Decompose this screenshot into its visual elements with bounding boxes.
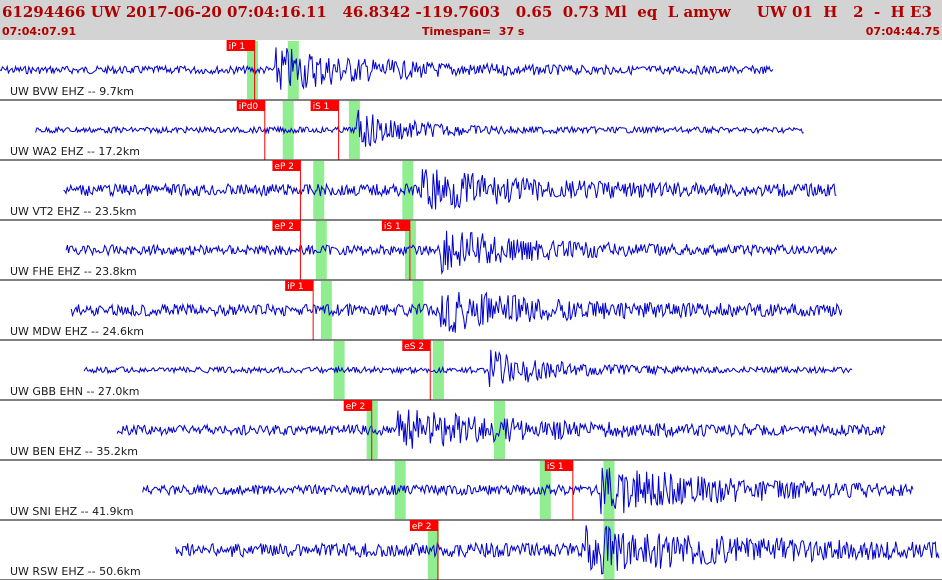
- pick-label: eP 2: [274, 162, 294, 172]
- waveform: [175, 525, 940, 575]
- pick-window: [282, 101, 294, 159]
- start-time: 07:04:07.91: [2, 25, 77, 38]
- pick-marker: eS 2: [402, 340, 431, 400]
- pick-flag: [544, 460, 573, 471]
- pick-label: eP 2: [412, 522, 432, 532]
- pick-flag: [236, 100, 265, 111]
- pick-marker: eP 2: [409, 520, 439, 580]
- pick-marker: iS 1: [544, 460, 574, 520]
- pick-label: iP 1: [287, 282, 304, 292]
- pick-window: [603, 521, 615, 579]
- pick-marker: iP 1: [226, 40, 256, 100]
- event-header: 61294466 UW 2017-06-20 07:04:16.11 46.83…: [0, 0, 942, 40]
- waveform: [83, 349, 853, 387]
- pick-label: eP 2: [274, 222, 294, 232]
- trace-label: UW FHE EHZ -- 23.8km: [10, 265, 137, 278]
- pick-flag: [402, 340, 431, 351]
- pick-window: [313, 161, 325, 219]
- pick-window: [394, 461, 406, 519]
- pick-flag: [409, 520, 438, 531]
- trace-row[interactable]: eS 2 UW GBB EHN -- 27.0km: [0, 340, 942, 401]
- waveform: [65, 230, 838, 275]
- pick-label: iS 1: [384, 222, 401, 232]
- waveform: [70, 291, 843, 333]
- pick-label: iS 1: [313, 102, 330, 112]
- pick-flag: [272, 220, 301, 231]
- pick-marker: eP 2: [272, 220, 301, 280]
- pick-flag: [272, 160, 301, 171]
- pick-label: iPd0: [239, 102, 259, 112]
- trace-row[interactable]: eP 2 iS 1 UW FHE EHZ -- 23.8km: [0, 220, 942, 281]
- trace-label: UW BVW EHZ -- 9.7km: [10, 85, 134, 98]
- pick-window: [603, 461, 615, 519]
- pick-label: iS 1: [547, 462, 564, 472]
- pick-window: [427, 521, 439, 579]
- waveform: [142, 467, 914, 515]
- pick-label: eS 2: [404, 342, 424, 352]
- trace-row[interactable]: eP 2 UW VT2 EHZ -- 23.5km: [0, 160, 942, 221]
- pick-flag: [285, 280, 314, 291]
- trace-label: UW GBB EHN -- 27.0km: [10, 385, 140, 398]
- pick-marker: eP 2: [343, 400, 373, 460]
- trace-label: UW RSW EHZ -- 50.6km: [10, 565, 141, 578]
- pick-marker: iP 1: [285, 280, 314, 340]
- pick-window: [320, 281, 332, 339]
- pick-flag: [226, 40, 255, 51]
- pick-flag: [310, 100, 339, 111]
- trace-row[interactable]: eP 2 UW BEN EHZ -- 35.2km: [0, 400, 942, 461]
- pick-marker: iPd0: [236, 100, 266, 160]
- timespan-label: Timespan= 37 s: [422, 25, 525, 38]
- trace-label: UW SNI EHZ -- 41.9km: [10, 505, 134, 518]
- trace-label: UW MDW EHZ -- 24.6km: [10, 325, 144, 338]
- pick-marker: eP 2: [272, 160, 301, 220]
- seismogram-panel[interactable]: iP 1 UW BVW EHZ -- 9.7km iPd0 iS 1 UW WA2 EH…: [0, 40, 942, 580]
- pick-label: iP 1: [229, 42, 246, 52]
- waveform: [63, 169, 837, 210]
- pick-label: eP 2: [346, 402, 366, 412]
- waveform: [0, 47, 774, 90]
- waveform: [116, 409, 886, 449]
- pick-flag: [343, 400, 372, 411]
- trace-label: UW VT2 EHZ -- 23.5km: [10, 205, 136, 218]
- end-time: 07:04:44.75: [865, 25, 940, 38]
- pick-window: [402, 161, 414, 219]
- pick-marker: iS 1: [310, 100, 340, 160]
- trace-row[interactable]: iP 1 UW MDW EHZ -- 24.6km: [0, 280, 942, 341]
- trace-label: UW WA2 EHZ -- 17.2km: [10, 145, 140, 158]
- trace-row[interactable]: eP 2 UW RSW EHZ -- 50.6km: [0, 520, 942, 580]
- trace-row[interactable]: iPd0 iS 1 UW WA2 EHZ -- 17.2km: [0, 100, 942, 161]
- trace-row[interactable]: iS 1 UW SNI EHZ -- 41.9km: [0, 460, 942, 521]
- event-summary: 61294466 UW 2017-06-20 07:04:16.11 46.83…: [2, 3, 942, 21]
- waveform: [35, 109, 804, 147]
- pick-flag: [381, 220, 410, 231]
- trace-row[interactable]: iP 1 UW BVW EHZ -- 9.7km: [0, 40, 942, 101]
- pick-window: [412, 281, 424, 339]
- trace-label: UW BEN EHZ -- 35.2km: [10, 445, 138, 458]
- pick-marker: iS 1: [381, 220, 411, 280]
